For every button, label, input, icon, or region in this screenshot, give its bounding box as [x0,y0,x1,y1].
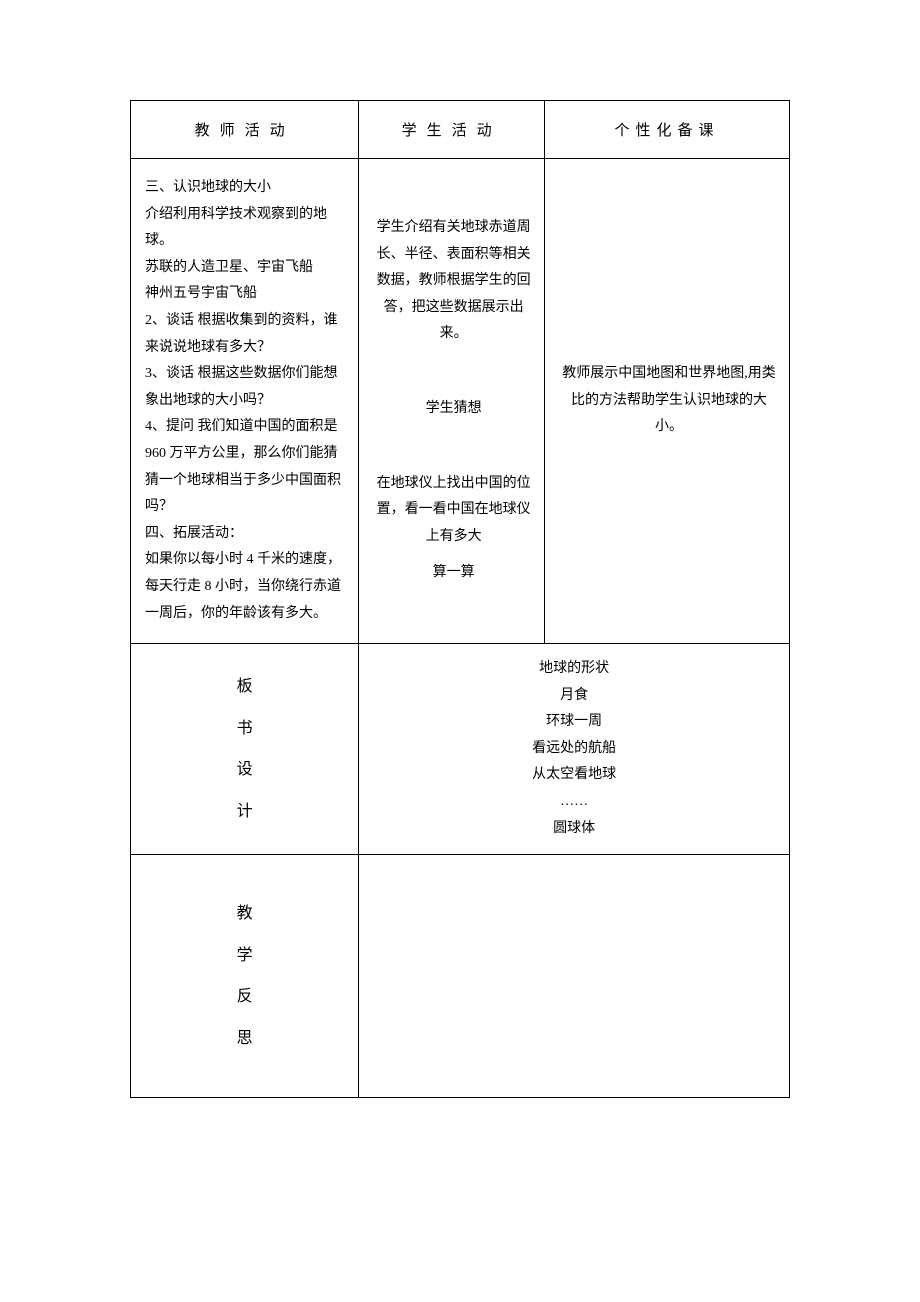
student-line: 学生介绍有关地球赤道周长、半径、表面积等相关数据，教师根据学生的回答，把这些数据… [373,215,534,348]
student-activity-cell: 学生介绍有关地球赤道周长、半径、表面积等相关数据，教师根据学生的回答，把这些数据… [359,159,545,644]
spacer [373,423,534,471]
label-char: 思 [131,1018,358,1060]
board-line: …… [369,789,779,816]
board-line: 从太空看地球 [369,762,779,789]
label-char: 书 [131,708,358,750]
teacher-line: 3、谈话 根据这些数据你们能想象出地球的大小吗？ [145,361,348,414]
student-line: 算一算 [373,560,534,587]
board-design-content: 地球的形状 月食 环球一周 看远处的航船 从太空看地球 …… 圆球体 [359,644,790,855]
label-char: 教 [131,893,358,935]
lesson-plan-page: 教师活动 学生活动 个性化备课 三、认识地球的大小 介绍利用科学技术观察到的地球… [0,0,920,1298]
label-char: 计 [131,791,358,833]
reflection-content [359,855,790,1098]
header-student: 学生活动 [359,101,545,159]
board-design-label: 板 书 设 计 [131,644,359,855]
teacher-line: 4、提问 我们知道中国的面积是 960 万平方公里，那么你们能猜猜一个地球相当于… [145,414,348,520]
teacher-line: 神州五号宇宙飞船 [145,281,348,308]
teacher-line: 苏联的人造卫星、宇宙飞船 [145,255,348,282]
teacher-line: 介绍利用科学技术观察到的地球。 [145,202,348,255]
reflection-empty [369,867,779,1085]
header-notes: 个性化备课 [545,101,790,159]
teacher-activity-cell: 三、认识地球的大小 介绍利用科学技术观察到的地球。 苏联的人造卫星、宇宙飞船 神… [131,159,359,644]
teacher-line: 如果你以每小时 4 千米的速度，每天行走 8 小时，当你绕行赤道一周后，你的年龄… [145,547,348,627]
table-content-row: 三、认识地球的大小 介绍利用科学技术观察到的地球。 苏联的人造卫星、宇宙飞船 神… [131,159,790,644]
table-header-row: 教师活动 学生活动 个性化备课 [131,101,790,159]
board-line: 圆球体 [369,816,779,843]
reflection-row: 教 学 反 思 [131,855,790,1098]
lesson-plan-table: 教师活动 学生活动 个性化备课 三、认识地球的大小 介绍利用科学技术观察到的地球… [130,100,790,1098]
label-char: 学 [131,935,358,977]
label-char: 板 [131,666,358,708]
label-char: 设 [131,749,358,791]
reflection-label: 教 学 反 思 [131,855,359,1098]
header-teacher: 教师活动 [131,101,359,159]
board-line: 看远处的航船 [369,736,779,763]
spacer [373,550,534,560]
label-char: 反 [131,976,358,1018]
teacher-line: 四、拓展活动： [145,521,348,548]
board-line: 地球的形状 [369,656,779,683]
student-line: 在地球仪上找出中国的位置，看一看中国在地球仪上有多大 [373,471,534,551]
notes-cell: 教师展示中国地图和世界地图,用类比的方法帮助学生认识地球的大小。 [545,159,790,644]
student-line: 学生猜想 [373,396,534,423]
spacer [373,348,534,396]
teacher-line: 三、认识地球的大小 [145,175,348,202]
board-design-row: 板 书 设 计 地球的形状 月食 环球一周 看远处的航船 从太空看地球 …… 圆… [131,644,790,855]
teacher-line: 2、谈话 根据收集到的资料，谁来说说地球有多大？ [145,308,348,361]
notes-line: 教师展示中国地图和世界地图,用类比的方法帮助学生认识地球的大小。 [559,361,779,441]
board-line: 月食 [369,683,779,710]
board-line: 环球一周 [369,709,779,736]
